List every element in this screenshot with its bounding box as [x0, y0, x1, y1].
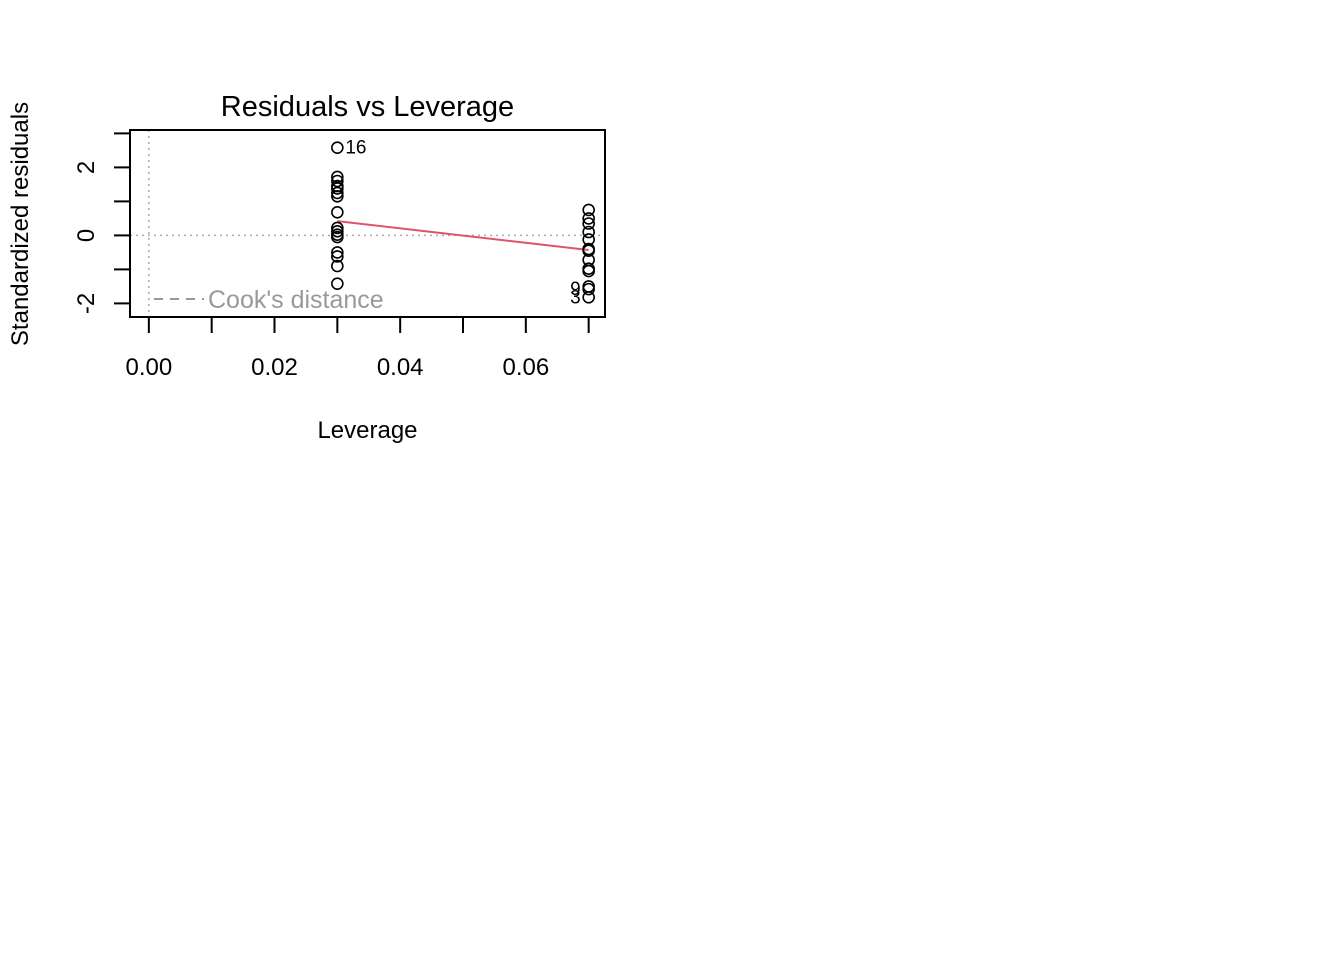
data-point [582, 282, 595, 296]
x-axis-label: Leverage [317, 417, 417, 444]
data-point [582, 217, 595, 230]
y-tick-label: 2 [73, 161, 100, 174]
data-point [331, 259, 344, 273]
x-tick-label: 0.04 [377, 354, 424, 381]
plot-region: 16 93 Cook's distance 0.00 0.02 0.04 0.06 -2 0 2 [73, 129, 606, 381]
data-point [331, 221, 344, 235]
y-tick-label: 0 [73, 229, 100, 242]
y-tick-label: -2 [73, 293, 100, 314]
data-point [582, 290, 595, 304]
chart-title: Residuals vs Leverage [221, 91, 514, 123]
data-point [331, 141, 344, 154]
data-point [331, 225, 344, 238]
cooks-distance-legend-label: Cook's distance [208, 286, 384, 314]
x-tick-label: 0.06 [502, 354, 549, 381]
data-point [331, 190, 344, 203]
data-point [582, 244, 595, 257]
x-tick-label: 0.00 [125, 354, 172, 381]
data-point [331, 174, 344, 188]
data-point [331, 250, 344, 263]
point-label: 16 [345, 138, 366, 159]
smooth-fit-line [337, 220, 589, 252]
data-point [331, 277, 344, 290]
data-point [582, 203, 595, 217]
data-point [331, 182, 344, 195]
point-label: 9 [570, 279, 581, 300]
data-point [331, 246, 344, 259]
plot-box [129, 129, 606, 318]
data-point [582, 225, 595, 239]
point-label: 3 [570, 287, 581, 308]
data-point [331, 205, 344, 219]
data-point [331, 186, 344, 200]
y-axis-label: Standardized residuals [7, 102, 34, 346]
x-tick-label: 0.02 [251, 354, 298, 381]
data-point [582, 264, 595, 278]
data-point [582, 212, 595, 225]
data-point [331, 230, 344, 244]
